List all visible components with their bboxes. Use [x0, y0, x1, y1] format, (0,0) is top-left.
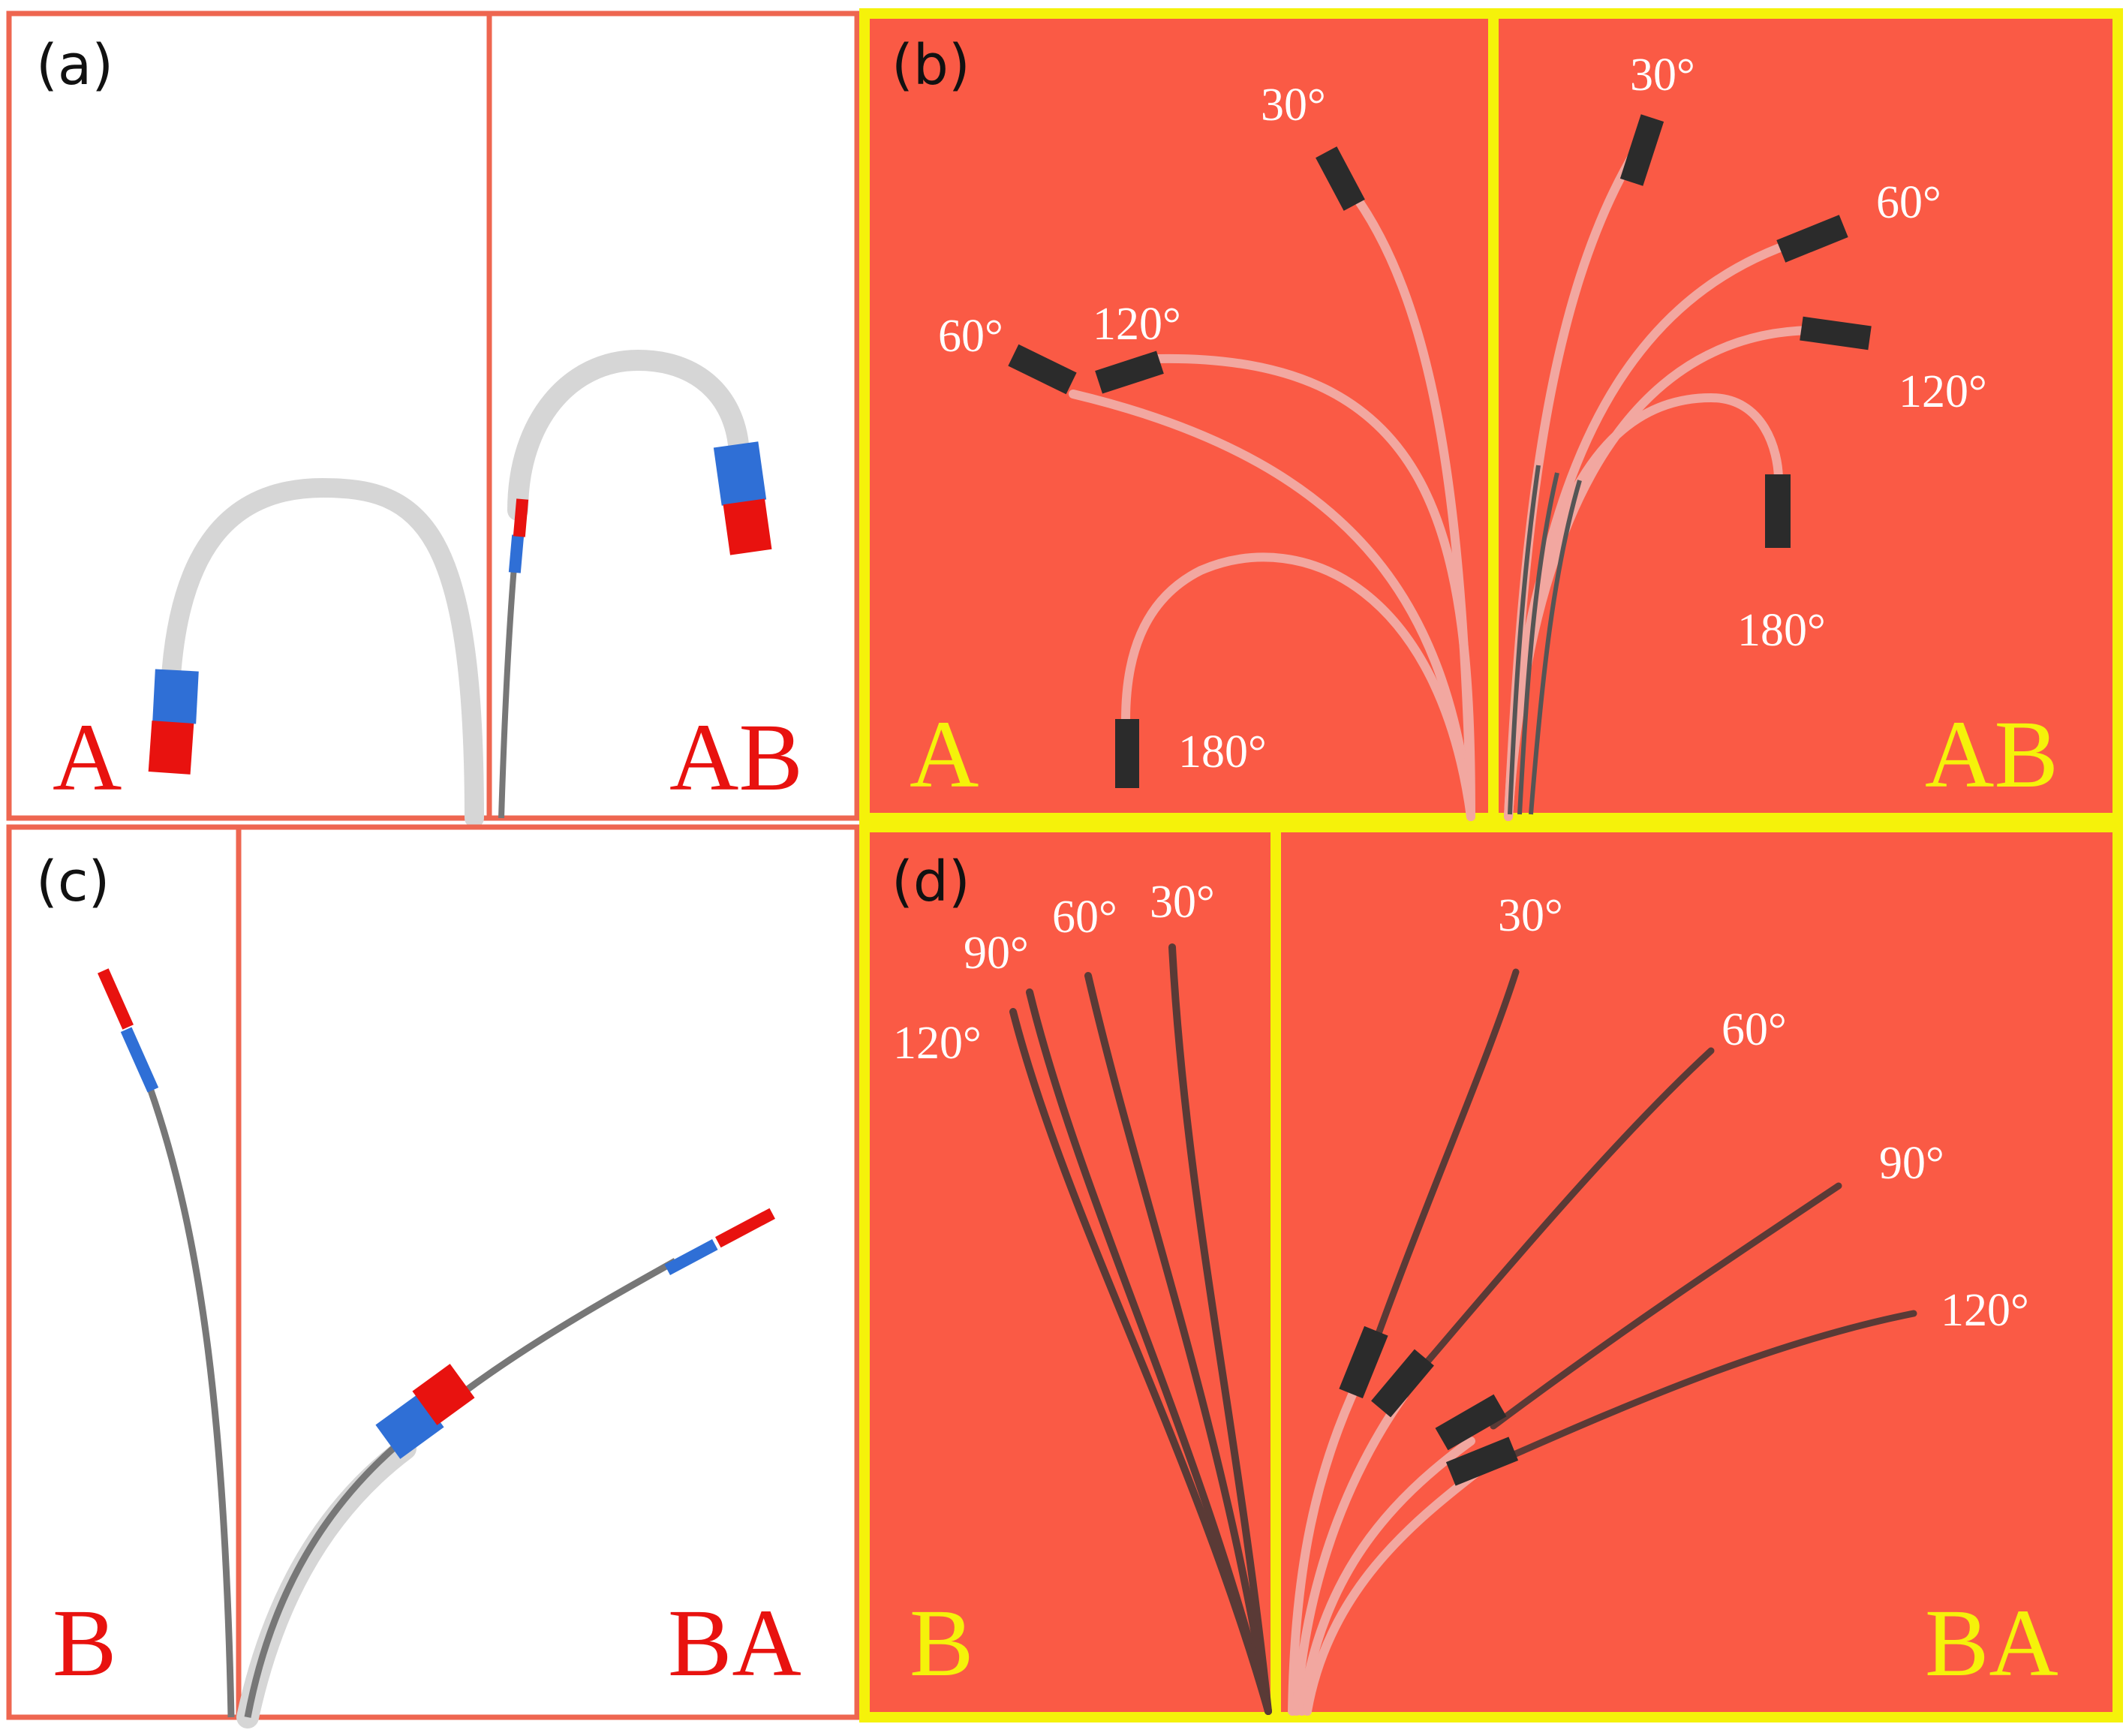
angle-b-left-120: 120° — [1093, 299, 1181, 350]
angle-d-left-60: 60° — [1052, 892, 1117, 943]
rods-d-right — [1366, 968, 1917, 1467]
angle-d-left-120: 120° — [893, 1018, 982, 1069]
panel-c-label: (c) — [36, 850, 110, 914]
tip-blue-ab — [508, 534, 525, 573]
magnet-d-right-120 — [1445, 1437, 1519, 1486]
angle-b-right-30: 30° — [1630, 50, 1695, 101]
panel-c-frame — [6, 824, 860, 1720]
angle-b-left-60: 60° — [938, 311, 1003, 362]
catheter-arch-a — [161, 477, 484, 828]
magnet-b-left-60 — [1008, 344, 1077, 395]
panel-d: (d) 30° 60° 90° 120° 30° 60° 90° 120° B … — [859, 822, 2123, 1722]
catheters-b-left — [1069, 176, 1475, 821]
magnet-b-left-120 — [1095, 351, 1164, 394]
magnets-d-right — [1339, 1325, 1519, 1486]
magnet-b-left-180 — [1115, 719, 1139, 788]
angle-d-left-90: 90° — [964, 928, 1029, 979]
tip-red-ab — [513, 498, 529, 537]
catheter-arch-ab — [507, 349, 750, 521]
magnet-b-right-60 — [1776, 215, 1848, 263]
segment-label-d-ba: BA — [1925, 1590, 2058, 1696]
magnets-b-left — [1008, 146, 1365, 788]
magnet-d-right-60 — [1371, 1349, 1434, 1418]
catheters-d-right — [1288, 1361, 1483, 1716]
magnet-b-right-30 — [1619, 114, 1664, 186]
angle-d-right-120: 120° — [1941, 1285, 2029, 1336]
magnet-red-a — [148, 721, 194, 775]
magnet-b-right-180 — [1765, 474, 1791, 548]
tip-blue-b — [120, 1027, 159, 1093]
magnet-blue-a — [152, 669, 199, 724]
tip-blue-ba — [664, 1239, 718, 1275]
segment-label-a: A — [53, 704, 122, 811]
segment-label-b-a: A — [910, 701, 979, 808]
panel-c: (c) B BA — [6, 824, 860, 1728]
angle-b-left-180: 180° — [1178, 727, 1267, 778]
magnet-d-right-90 — [1435, 1394, 1507, 1451]
tip-red-b — [98, 968, 134, 1030]
segment-label-b-ab: AB — [1925, 701, 2058, 808]
magnet-red-ba — [412, 1364, 475, 1425]
panel-a-label: (a) — [36, 33, 113, 98]
panel-d-background — [865, 827, 2118, 1717]
angle-b-right-60: 60° — [1876, 177, 1941, 228]
catheters-d-left — [1009, 943, 1272, 1715]
panel-d-label: (d) — [892, 850, 970, 914]
panel-d-frame — [859, 822, 2123, 1722]
tip-red-ba — [715, 1208, 775, 1248]
panel-b: (b) 30° 60° 120° 180° 30° 60° 120° 180° … — [859, 8, 2123, 823]
angle-b-right-120: 120° — [1899, 366, 1987, 417]
angle-b-right-180: 180° — [1737, 605, 1826, 656]
panel-a: (a) A AB — [6, 11, 860, 828]
angle-d-left-30: 30° — [1150, 877, 1215, 928]
magnet-b-left-30 — [1316, 146, 1365, 211]
magnet-d-right-30 — [1339, 1325, 1388, 1399]
panel-a-frame — [6, 11, 860, 821]
panel-b-label: (b) — [892, 33, 970, 98]
magnet-red-ab — [723, 498, 772, 555]
catheter-bundle-b-right — [1508, 465, 1582, 815]
magnet-b-right-120 — [1800, 316, 1872, 351]
magnets-b-right — [1619, 114, 1872, 548]
angle-d-right-30: 30° — [1498, 890, 1563, 941]
segment-label-d-b: B — [910, 1590, 973, 1696]
segment-label-c-ba: BA — [668, 1590, 801, 1696]
magnet-blue-ab — [713, 441, 767, 506]
catheter-b — [146, 1087, 235, 1718]
angle-d-right-60: 60° — [1722, 1004, 1787, 1055]
angle-b-left-30: 30° — [1261, 80, 1326, 131]
segment-label-ab: AB — [669, 704, 803, 811]
angle-d-right-90: 90° — [1879, 1138, 1944, 1189]
segment-label-c-b: B — [53, 1590, 116, 1696]
